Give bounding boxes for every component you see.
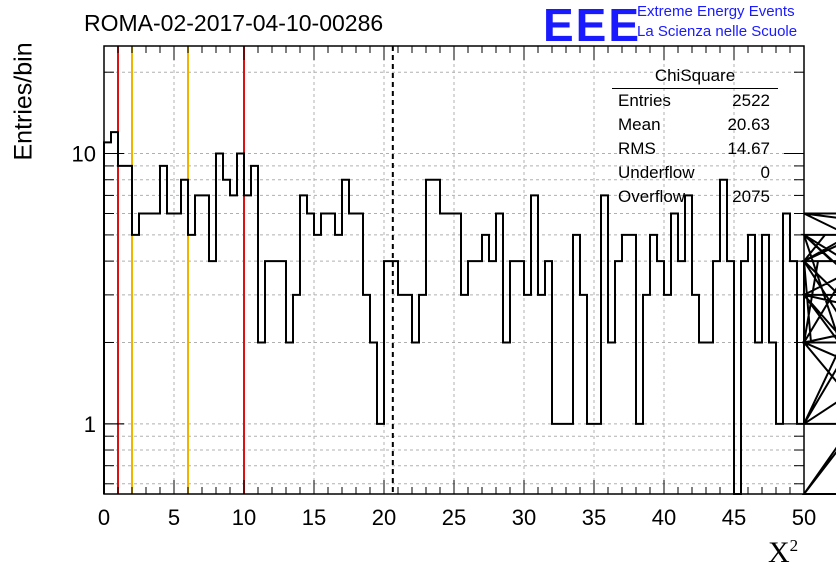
stat-label: Mean <box>618 115 661 134</box>
stat-label: Underflow <box>618 163 695 182</box>
run-title: ROMA-02-2017-04-10-00286 <box>84 10 384 36</box>
stat-value: 20.63 <box>727 115 770 134</box>
x-tick-label: 30 <box>512 505 536 530</box>
stat-row-overflow: Overflow 2075 <box>612 185 778 209</box>
x-tick-label: 20 <box>372 505 396 530</box>
x-tick-label: 25 <box>442 505 466 530</box>
x-tick-label: 50 <box>792 505 816 530</box>
stat-label: RMS <box>618 139 656 158</box>
y-tick-label: 10 <box>72 142 96 167</box>
eee-logo: EEE <box>543 0 642 51</box>
x-tick-label: 45 <box>722 505 746 530</box>
stat-row-rms: RMS 14.67 <box>612 137 778 161</box>
logo-tagline-2: La Scienza nelle Scuole <box>637 23 798 40</box>
x-tick-label: 15 <box>302 505 326 530</box>
stat-value: 0 <box>760 163 770 182</box>
stat-row-entries: Entries 2522 <box>612 89 778 113</box>
x-tick-label: 10 <box>232 505 256 530</box>
logo-tagline-1: Extreme Energy Events <box>637 3 795 20</box>
x-axis-label: X2 <box>768 536 799 569</box>
stats-box: ChiSquare Entries 2522 Mean 20.63 RMS 14… <box>612 66 778 209</box>
x-tick-label: 35 <box>582 505 606 530</box>
y-tick-label: 1 <box>84 412 96 437</box>
x-tick-label: 40 <box>652 505 676 530</box>
stat-value: 14.67 <box>727 139 770 158</box>
x-tick-label: 5 <box>168 505 180 530</box>
stats-title: ChiSquare <box>612 66 778 89</box>
stat-row-mean: Mean 20.63 <box>612 113 778 137</box>
stat-value: 2522 <box>732 91 770 110</box>
histogram-series <box>103 131 836 495</box>
stat-label: Entries <box>618 91 671 110</box>
stat-value: 2075 <box>732 187 770 206</box>
stat-label: Overflow <box>618 187 686 206</box>
stat-row-underflow: Underflow 0 <box>612 161 778 185</box>
y-axis-label: Entries/bin <box>9 42 38 161</box>
x-tick-label: 0 <box>98 505 110 530</box>
